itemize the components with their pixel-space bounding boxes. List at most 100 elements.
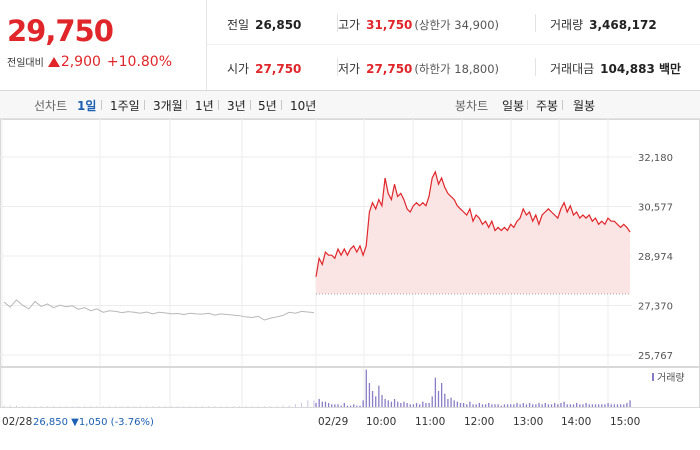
x-tick-label: 02/28 xyxy=(2,416,32,428)
volume-bar xyxy=(164,406,166,407)
x-tick-label: 13:00 xyxy=(513,416,543,428)
volume-bar xyxy=(525,404,528,407)
volume-bar xyxy=(481,404,484,407)
volume-bar xyxy=(541,404,543,407)
volume-bar xyxy=(139,406,141,407)
volume-bar xyxy=(475,404,477,407)
candle-daily-button[interactable]: 일봉 xyxy=(502,99,525,113)
volume-bar xyxy=(232,406,234,407)
period-3y-button[interactable]: 3년 xyxy=(227,99,246,113)
volume-bar xyxy=(71,406,73,407)
volume-bar xyxy=(431,396,433,407)
volume-bar xyxy=(598,404,600,407)
volume-legend-label: 거래량 xyxy=(657,372,685,384)
volume-bar xyxy=(447,399,449,407)
volume-bar xyxy=(359,405,361,407)
volume-bar xyxy=(484,404,487,407)
stat-value: 3,468,172 xyxy=(589,18,657,32)
volume-bar xyxy=(152,406,154,407)
volume-bar xyxy=(108,406,110,407)
volume-bar xyxy=(459,403,462,407)
volume-bar xyxy=(3,405,5,407)
volume-bar xyxy=(245,406,247,407)
candle-chart-label: 봉차트 xyxy=(455,99,489,113)
price-box: 29,750 전일대비 2,900 +10.80% xyxy=(0,0,207,90)
volume-bar xyxy=(121,406,123,407)
stat-label: 거래량 xyxy=(550,18,584,32)
divider xyxy=(144,100,145,110)
volume-bar xyxy=(390,401,393,407)
volume-bar xyxy=(324,401,327,407)
volume-bar xyxy=(582,404,584,407)
volume-bar xyxy=(46,406,48,407)
volume-bar xyxy=(579,404,581,407)
volume-bar xyxy=(318,399,320,407)
volume-bar xyxy=(535,404,537,407)
stat-open: 시가 27,750 xyxy=(227,60,301,77)
divider xyxy=(535,14,536,32)
stat-label: 고가 xyxy=(338,18,361,32)
volume-bar xyxy=(563,401,565,407)
volume-bar xyxy=(406,403,408,407)
volume-bar xyxy=(550,404,553,407)
volume-bar xyxy=(500,405,502,407)
line-chart-label: 선차트 xyxy=(34,99,68,113)
volume-bar xyxy=(422,401,424,407)
stat-label: 거래대금 xyxy=(550,62,595,76)
volume-bar xyxy=(127,406,129,407)
volume-bar xyxy=(594,404,597,407)
volume-bar xyxy=(270,406,272,407)
volume-bar xyxy=(368,383,371,407)
volume-bar xyxy=(588,404,590,407)
volume-bar xyxy=(96,406,98,407)
change-row: 전일대비 2,900 +10.80% xyxy=(7,54,172,70)
x-tick-label: 14:00 xyxy=(561,416,591,428)
volume-bar xyxy=(491,404,493,407)
period-1d-button[interactable]: 1일 xyxy=(77,99,97,113)
volume-bar xyxy=(239,406,241,407)
volume-bar xyxy=(528,403,531,407)
volume-bar xyxy=(375,396,377,407)
volume-bar xyxy=(506,404,509,407)
period-5y-button[interactable]: 5년 xyxy=(258,99,277,113)
volume-bar xyxy=(321,401,323,407)
volume-bar xyxy=(146,406,148,407)
period-1y-button[interactable]: 1년 xyxy=(195,99,214,113)
stat-volume: 거래량 3,468,172 xyxy=(550,16,657,33)
volume-bar xyxy=(22,406,24,407)
volume-bar xyxy=(365,369,367,407)
volume-bar xyxy=(15,405,17,407)
volume-legend-swatch xyxy=(652,373,654,381)
x-tick-label: 12:00 xyxy=(464,416,494,428)
divider xyxy=(562,100,563,110)
volume-bar xyxy=(226,406,228,407)
volume-bar xyxy=(591,404,594,407)
prev-day-info: 26,850 ▼1,050 (-3.76%) xyxy=(33,417,154,428)
candle-weekly-button[interactable]: 주봉 xyxy=(536,99,559,113)
volume-bar xyxy=(84,406,86,407)
row-divider xyxy=(207,44,700,45)
volume-bar xyxy=(428,403,430,407)
volume-bar xyxy=(356,405,358,407)
y-tick-label: 25,767 xyxy=(638,351,673,362)
volume-bar xyxy=(513,404,515,407)
x-tick-label: 11:00 xyxy=(415,416,445,428)
volume-bar xyxy=(340,405,342,407)
price-chart: 32,180 30,577 28,974 27,370 25,767 거래량 02/28 02… xyxy=(0,119,700,428)
quote-panel: 29,750 전일대비 2,900 +10.80% 전일 26,850 시가 27,75… xyxy=(0,0,700,91)
candle-monthly-button[interactable]: 월봉 xyxy=(573,99,596,113)
volume-bar xyxy=(419,404,421,407)
volume-bar xyxy=(516,403,518,407)
period-10y-button[interactable]: 10년 xyxy=(290,99,317,113)
volume-bar xyxy=(158,406,160,407)
period-1w-button[interactable]: 1주일 xyxy=(110,99,140,113)
volume-bar xyxy=(59,406,61,407)
volume-bar xyxy=(65,406,67,407)
volume-bar xyxy=(34,406,36,407)
volume-bar xyxy=(409,404,411,407)
divider xyxy=(218,100,219,110)
stat-turnover: 거래대금 104,883 백만 xyxy=(550,60,681,77)
period-3m-button[interactable]: 3개월 xyxy=(153,99,183,113)
divider xyxy=(281,100,282,110)
volume-bar xyxy=(133,406,135,407)
